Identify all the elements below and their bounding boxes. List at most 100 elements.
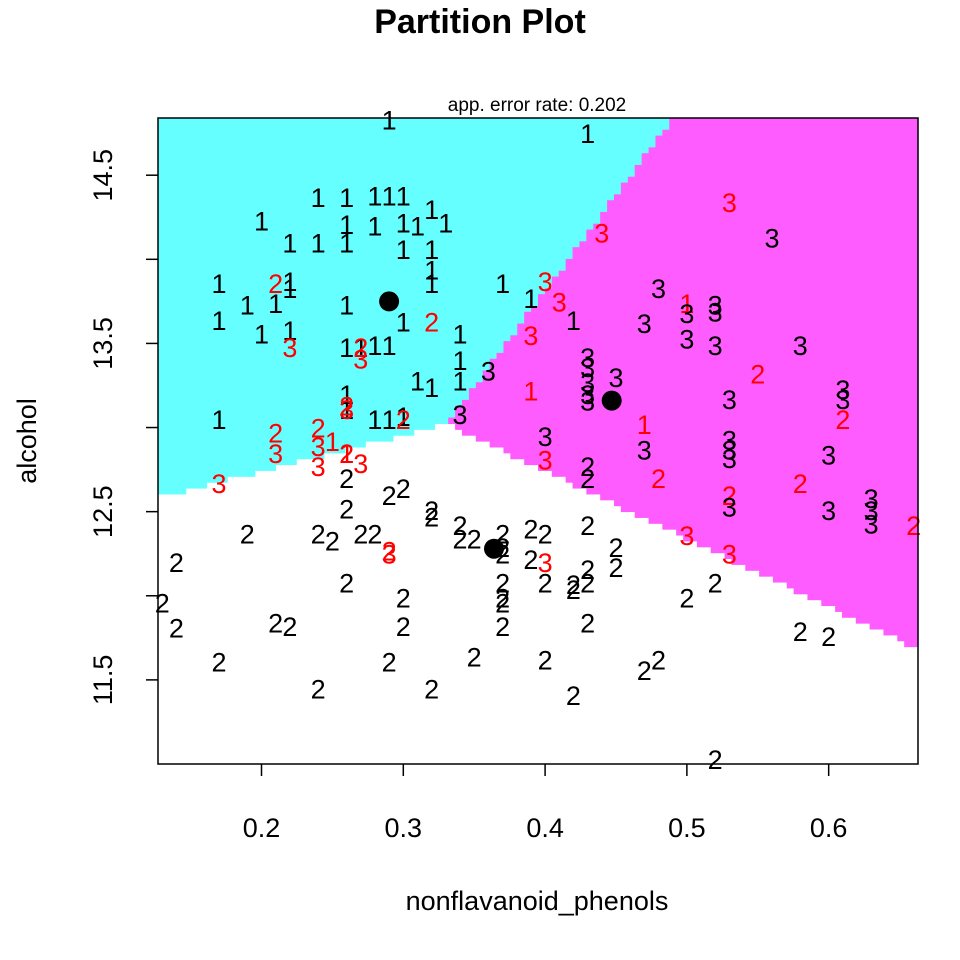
region-cell-3 xyxy=(655,247,663,254)
region-cell-3 xyxy=(655,164,663,172)
region-cell-3 xyxy=(634,294,643,301)
region-cell-1 xyxy=(503,235,511,242)
region-cell-3 xyxy=(683,294,691,301)
region-cell-3 xyxy=(586,358,594,366)
region-cell-1 xyxy=(282,129,290,137)
region-cell-3 xyxy=(710,405,719,413)
region-cell-1 xyxy=(434,153,442,160)
region-cell-1 xyxy=(240,258,249,266)
region-cell-1 xyxy=(614,123,622,131)
region-cell-3 xyxy=(634,446,643,454)
region-cell-1 xyxy=(296,341,304,348)
region-cell-1 xyxy=(448,164,456,172)
region-cell-1 xyxy=(503,206,511,213)
region-cell-3 xyxy=(627,247,636,254)
region-cell-3 xyxy=(683,206,691,213)
region-cell-3 xyxy=(641,247,650,254)
region-cell-1 xyxy=(489,311,498,319)
region-cell-1 xyxy=(247,358,256,366)
region-cell-1 xyxy=(351,435,359,442)
region-cell-1 xyxy=(206,329,214,336)
region-cell-3 xyxy=(565,323,574,331)
region-cell-1 xyxy=(600,159,608,166)
region-cell-1 xyxy=(316,253,325,260)
region-cell-1 xyxy=(413,182,422,190)
region-cell-1 xyxy=(441,335,449,342)
region-cell-1 xyxy=(275,394,283,401)
region-cell-1 xyxy=(351,241,359,248)
region-cell-1 xyxy=(510,253,518,260)
region-cell-1 xyxy=(227,135,235,143)
region-cell-1 xyxy=(441,317,449,325)
region-cell-3 xyxy=(627,376,636,383)
region-cell-3 xyxy=(641,347,650,354)
region-cell-1 xyxy=(558,153,567,160)
region-cell-1 xyxy=(538,270,546,278)
region-cell-1 xyxy=(482,358,491,366)
region-cell-1 xyxy=(303,229,311,237)
region-cell-3 xyxy=(524,429,532,436)
region-cell-3 xyxy=(544,429,553,436)
region-cell-1 xyxy=(379,188,387,195)
region-cell-1 xyxy=(323,417,332,424)
region-cell-1 xyxy=(254,288,263,295)
region-cell-1 xyxy=(614,159,622,166)
region-cell-3 xyxy=(724,170,733,178)
region-cell-1 xyxy=(379,194,387,201)
region-cell-1 xyxy=(316,394,325,401)
region-cell-3 xyxy=(538,317,546,325)
region-cell-1 xyxy=(337,247,346,254)
region-cell-3 xyxy=(620,258,629,266)
region-cell-3 xyxy=(524,458,532,466)
region-cell-3 xyxy=(634,323,643,331)
region-cell-1 xyxy=(358,282,366,289)
region-cell-1 xyxy=(220,405,228,413)
region-cell-1 xyxy=(199,370,207,377)
region-cell-1 xyxy=(448,129,456,137)
region-cell-1 xyxy=(171,347,180,354)
region-cell-3 xyxy=(696,311,705,319)
region-cell-1 xyxy=(468,276,477,284)
region-cell-1 xyxy=(234,370,242,377)
region-cell-3 xyxy=(676,200,684,207)
region-cell-3 xyxy=(593,470,601,477)
region-cell-1 xyxy=(240,164,249,172)
region-cell-1 xyxy=(551,211,560,219)
region-cell-1 xyxy=(310,141,318,148)
region-cell-1 xyxy=(268,435,277,442)
region-cell-3 xyxy=(655,329,663,336)
region-cell-3 xyxy=(627,446,636,454)
region-cell-3 xyxy=(586,441,594,448)
region-cell-1 xyxy=(551,118,560,125)
region-cell-1 xyxy=(482,188,491,195)
region-cell-1 xyxy=(551,264,560,272)
region-cell-3 xyxy=(572,305,581,313)
region-cell-1 xyxy=(503,329,511,336)
region-cell-1 xyxy=(441,147,449,154)
region-cell-1 xyxy=(496,288,505,295)
region-cell-3 xyxy=(669,399,677,407)
region-cell-1 xyxy=(220,282,228,289)
region-cell-3 xyxy=(703,441,712,448)
region-cell-3 xyxy=(565,276,574,284)
region-cell-3 xyxy=(614,323,622,331)
region-cell-1 xyxy=(558,264,567,272)
region-cell-1 xyxy=(254,329,263,336)
region-cell-1 xyxy=(475,294,484,301)
region-cell-3 xyxy=(690,505,698,513)
region-cell-1 xyxy=(192,364,201,372)
region-cell-1 xyxy=(448,270,456,278)
region-cell-1 xyxy=(358,288,366,295)
region-cell-3 xyxy=(572,464,581,471)
region-cell-1 xyxy=(358,217,366,225)
region-cell-3 xyxy=(683,364,691,372)
region-cell-1 xyxy=(372,264,380,272)
region-cell-1 xyxy=(482,323,491,331)
region-cell-1 xyxy=(572,147,581,154)
region-cell-3 xyxy=(607,458,615,466)
region-cell-3 xyxy=(669,417,677,424)
region-cell-3 xyxy=(655,446,663,454)
region-cell-3 xyxy=(517,364,525,372)
region-cell-1 xyxy=(413,417,422,424)
region-cell-1 xyxy=(538,223,546,231)
